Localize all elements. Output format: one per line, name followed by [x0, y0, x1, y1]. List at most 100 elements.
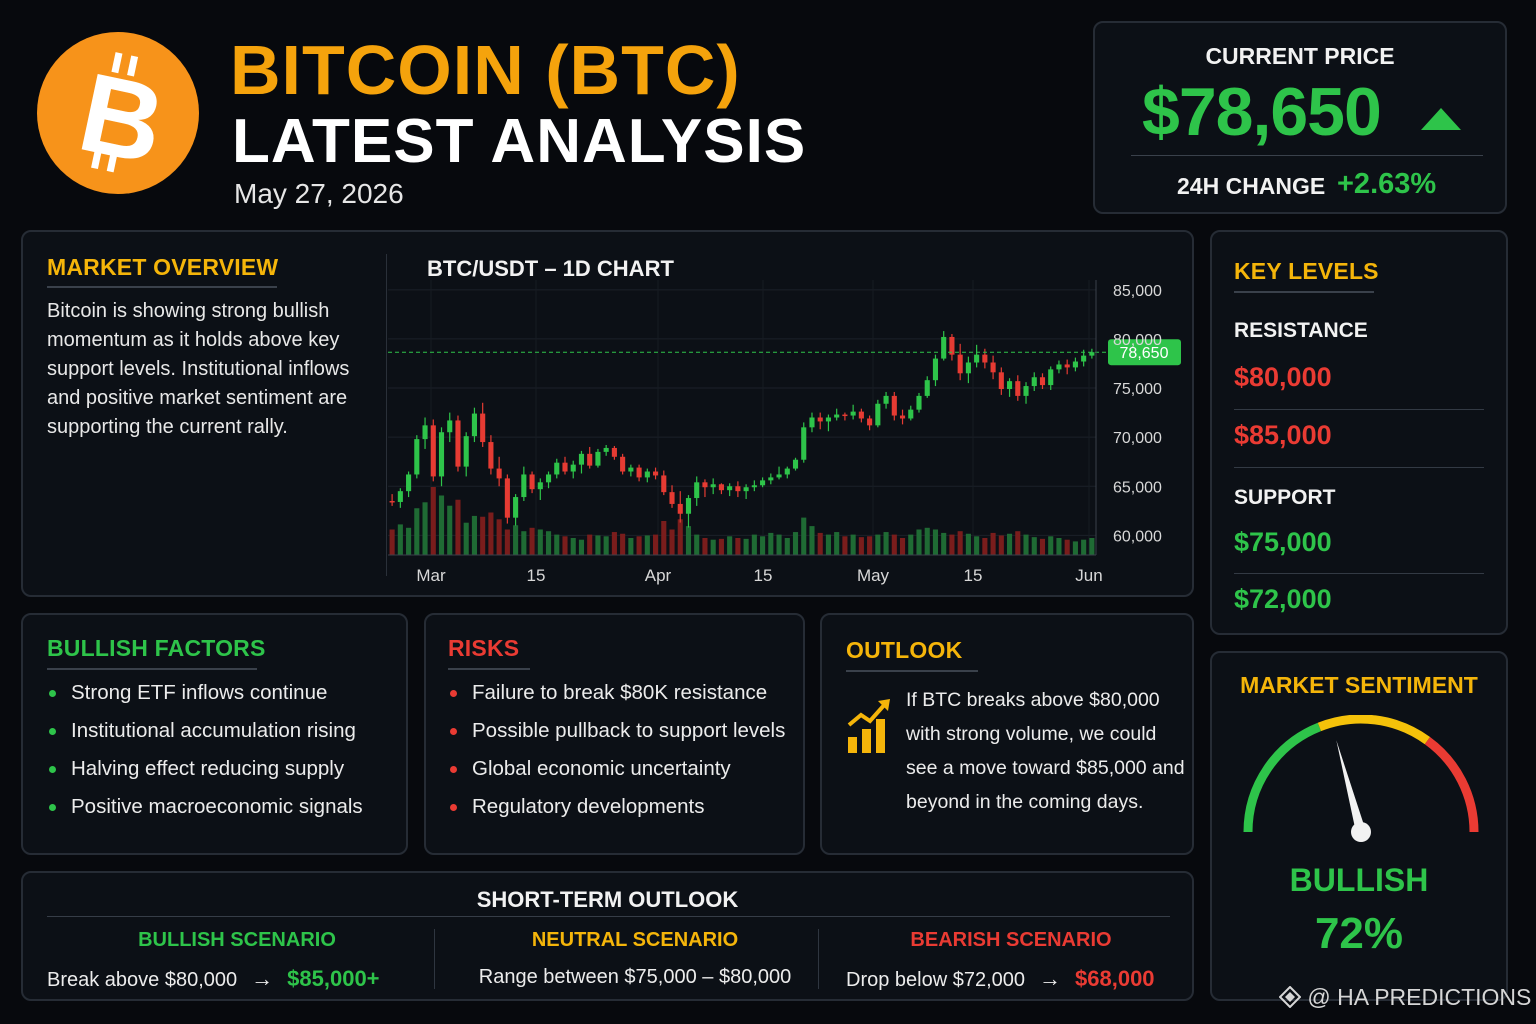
volume-bar	[447, 505, 453, 555]
candle-body	[595, 451, 601, 466]
gauge-neutral-arc	[1317, 715, 1431, 745]
divider	[1234, 409, 1484, 410]
y-tick-label: 85,000	[1113, 283, 1162, 300]
current-price-label: CURRENT PRICE	[1205, 43, 1395, 69]
divider	[1234, 573, 1484, 574]
volume-bar	[603, 536, 609, 555]
list-item-text: Failure to break $80K resistance	[472, 681, 768, 704]
list-item-text: Positive macroeconomic signals	[71, 795, 363, 818]
bullet-icon	[450, 690, 457, 697]
volume-bar	[899, 538, 906, 555]
short-term-outlook-panel: SHORT-TERM OUTLOOK BULLISH SCENARIO Brea…	[21, 871, 1194, 1001]
x-tick-label: 15	[527, 566, 546, 585]
arrow-right-icon: →	[251, 966, 274, 991]
volume-bar	[760, 536, 766, 555]
candle-body	[718, 484, 724, 491]
candle-body	[702, 482, 708, 488]
volume-bar	[471, 515, 477, 555]
candle-body	[389, 500, 395, 503]
candle-body	[710, 484, 716, 488]
volume-bar	[611, 532, 617, 555]
candle-body	[990, 362, 996, 373]
current-price-tag-label: 78,650	[1120, 345, 1169, 362]
list-item-text: Strong ETF inflows continue	[71, 681, 328, 704]
bearish-scenario-condition: Drop below $72,000	[846, 969, 1026, 991]
candle-body	[669, 492, 675, 504]
candle-body	[825, 417, 831, 422]
outlook-panel: OUTLOOK If BTC breaks above $80,000 with…	[820, 613, 1194, 855]
list-item-text: Global economic uncertainty	[472, 757, 731, 780]
volume-bar	[1007, 533, 1013, 555]
volume-bar	[669, 529, 675, 555]
candle-body	[883, 395, 889, 404]
diamond-logo-icon	[1278, 985, 1302, 1009]
candle-body	[603, 447, 609, 452]
bullish-scenario-target: $85,000+	[287, 966, 380, 991]
candle-body	[834, 414, 840, 418]
candle-body	[620, 456, 626, 472]
volume-bar	[504, 529, 510, 555]
market-overview-title: MARKET OVERVIEW	[47, 254, 279, 280]
candle-body	[949, 336, 955, 355]
candle-body	[998, 372, 1004, 390]
support-level-2: $72,000	[1234, 584, 1332, 614]
change-label: 24H CHANGE	[1177, 173, 1326, 199]
current-price-tag	[1108, 339, 1181, 366]
volume-bar	[1056, 538, 1062, 555]
volume-bar	[406, 527, 412, 555]
bearish-scenario-body: Drop below $72,000 → $68,000	[846, 966, 1176, 992]
volume-bar	[727, 536, 733, 555]
candle-body	[891, 395, 897, 416]
bullet-icon	[450, 804, 457, 811]
candle-body	[504, 478, 510, 518]
candle-body	[916, 395, 922, 410]
candle-body	[784, 468, 790, 475]
volume-bar	[430, 487, 436, 555]
candle-body	[1089, 352, 1095, 356]
candle-body	[661, 475, 667, 493]
x-tick-label: May	[857, 566, 890, 585]
candle-body	[1048, 369, 1054, 386]
volume-bar	[908, 534, 914, 555]
volume-bar	[941, 532, 947, 555]
y-tick-label: 60,000	[1113, 528, 1162, 545]
report-date: May 27, 2026	[234, 178, 404, 209]
volume-bar	[1039, 538, 1046, 555]
divider	[434, 929, 435, 989]
volume-bar	[397, 524, 403, 555]
volume-bar	[578, 539, 585, 555]
candle-body	[529, 474, 535, 490]
neutral-scenario-condition: Range between $75,000 – $80,000	[478, 966, 792, 988]
volume-bar	[537, 529, 543, 555]
candle-body	[743, 487, 749, 492]
list-item-text: Institutional accumulation rising	[71, 719, 356, 742]
volume-bar	[891, 534, 897, 555]
volume-bar	[792, 532, 799, 555]
candle-body	[570, 464, 576, 472]
risks-panel: RISKS Failure to break $80K resistance P…	[424, 613, 805, 855]
market-sentiment-title: MARKET SENTIMENT	[1240, 672, 1478, 698]
candle-body	[471, 413, 477, 437]
list-item-text: Regulatory developments	[472, 795, 705, 818]
change-value: +2.63%	[1337, 168, 1437, 200]
key-levels-panel: KEY LEVELS RESISTANCE $80,000 $85,000 SU…	[1210, 230, 1508, 635]
bearish-scenario: BEARISH SCENARIO Drop below $72,000 → $68,…	[846, 929, 1176, 992]
volume-bar	[858, 537, 864, 555]
bearish-scenario-title: BEARISH SCENARIO	[910, 929, 1112, 951]
candle-body	[1007, 381, 1013, 390]
volume-bar	[513, 525, 519, 555]
volume-bar	[743, 538, 749, 555]
volume-bar	[718, 538, 724, 555]
bullet-icon	[49, 690, 56, 697]
market-overview-text: Bitcoin is showing strong bullish moment…	[47, 300, 350, 438]
volume-bar	[644, 535, 650, 555]
watermark: @ HA PREDICTIONS	[1278, 984, 1531, 1011]
volume-bar	[949, 534, 955, 555]
volume-bar	[1064, 539, 1070, 555]
volume-bar	[496, 519, 502, 555]
bullet-icon	[49, 766, 56, 773]
section-underline	[448, 668, 530, 670]
volume-bar	[801, 517, 807, 555]
volume-bar	[834, 532, 840, 555]
volume-bar	[735, 538, 741, 555]
